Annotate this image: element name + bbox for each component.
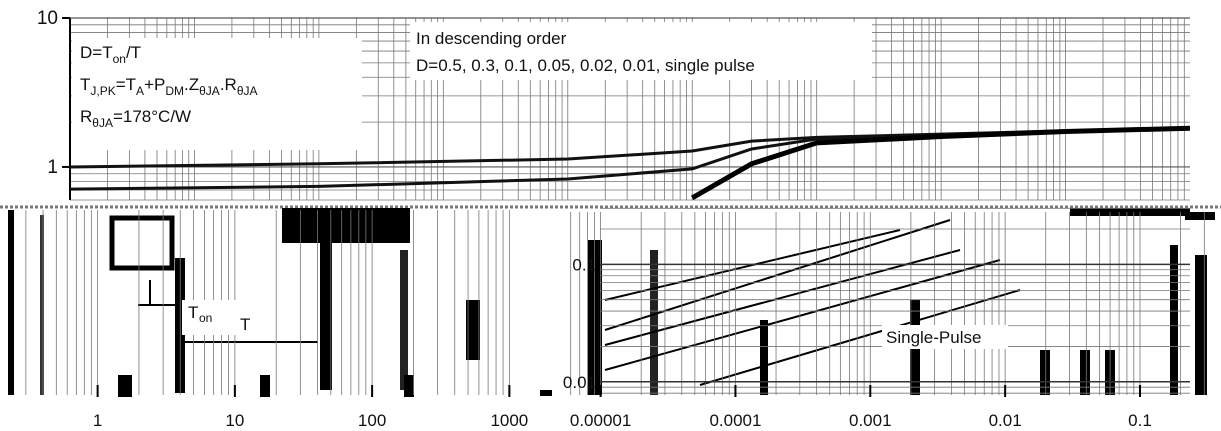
x-tick-label: 1 [93, 411, 102, 430]
pulse-bg [182, 300, 242, 335]
subscript: DM [165, 84, 184, 98]
x-tick-label: 0.1 [1128, 411, 1152, 430]
annotation-text: /T [126, 43, 141, 62]
y-tick-label: 0.1 [572, 255, 596, 274]
subscript: J,PK [90, 84, 115, 98]
x-tick-label: 0.00001 [570, 411, 631, 430]
y-tick-label: 1 [47, 157, 58, 178]
note-box [410, 22, 872, 80]
annotation: Single-Pulse [886, 328, 981, 347]
bottom-right-panel: 0.00001 0.0001 0.001 0.01 0.1 0.1 0.01 Single-P… [563, 207, 1205, 430]
note-text: D=0.5, 0.3, 0.1, 0.05, 0.02, 0.01, singl… [416, 56, 755, 75]
x-tick-label: 1000 [490, 411, 528, 430]
subscript: θJA [199, 84, 220, 98]
annotation: RθJA=178°C/W [80, 107, 191, 130]
pulse-label: on [199, 311, 212, 325]
x-tick-label: 10 [225, 411, 244, 430]
annotation-bg [882, 325, 1008, 349]
x-tick-label: 100 [358, 411, 386, 430]
x-tick-label: 0.0001 [709, 411, 761, 430]
annotation-text: =178°C/W [113, 107, 191, 126]
annotation: TJ,PK=TA+PDM.ZθJA.RθJA [80, 75, 258, 98]
subscript: θJA [237, 84, 258, 98]
top-panel: 110D=Ton/TTJ,PK=TA+PDM.ZθJA.RθJARθJA=178… [37, 8, 1190, 201]
pulse-label: T [188, 303, 198, 322]
annotation-text: .R [220, 75, 237, 94]
pulse-label: T [240, 315, 250, 334]
note-text: In descending order [416, 29, 567, 48]
annotation-text: T [80, 75, 90, 94]
series-group [70, 125, 1190, 200]
x-tick-label: 0.01 [989, 411, 1022, 430]
line-series [690, 125, 1190, 200]
subscript: on [113, 52, 126, 66]
subscript: θJA [92, 116, 113, 130]
annotation-text: R [80, 107, 92, 126]
annotation-text: .Z [184, 75, 199, 94]
annotation: D=Ton/T [80, 43, 141, 66]
subscript: A [136, 84, 144, 98]
y-tick-label: 0.01 [563, 373, 596, 392]
y-tick-label: 10 [37, 8, 58, 29]
annotation-text: +P [144, 75, 165, 94]
x-tick-label: 0.001 [849, 411, 892, 430]
annotation-text: =T [116, 75, 136, 94]
annotation-box [72, 38, 362, 150]
annotation-text: D=T [80, 43, 113, 62]
